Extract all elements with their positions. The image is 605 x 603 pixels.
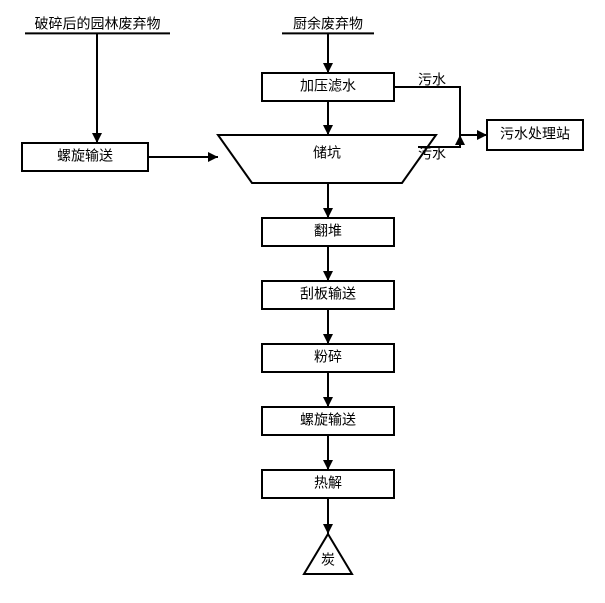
node-crush-label: 粉碎	[314, 350, 342, 366]
node-char-label: 炭	[321, 553, 335, 569]
node-pit: 储坑	[218, 135, 436, 183]
node-turn: 翻堆	[262, 218, 394, 246]
input-right-label: 厨余废弃物	[293, 16, 363, 33]
arrow-screw1-to-pit	[148, 152, 218, 162]
arrow-filter-to-pit	[323, 101, 333, 135]
node-scrape-label: 刮板输送	[300, 287, 356, 303]
node-screw1: 螺旋输送	[22, 143, 148, 171]
input-left: 破碎后的园林废弃物	[25, 17, 170, 34]
arrow-filter-sewage	[394, 87, 460, 135]
node-screw2-label: 螺旋输送	[300, 413, 356, 429]
node-scrape: 刮板输送	[262, 281, 394, 309]
arrow-turn-to-scrape	[323, 246, 333, 281]
input-left-label: 破碎后的园林废弃物	[35, 17, 161, 33]
arrow-in-left-down	[92, 33, 102, 143]
node-filter-label: 加压滤水	[300, 79, 356, 95]
node-char: 炭	[304, 534, 352, 574]
arrow-crush-to-screw2	[323, 372, 333, 407]
node-pit-label: 储坑	[313, 146, 341, 162]
arrow-to-treatment	[460, 130, 487, 140]
input-right: 厨余废弃物	[282, 16, 374, 34]
node-filter: 加压滤水	[262, 73, 394, 101]
arrow-scrape-to-crush	[323, 309, 333, 344]
node-crush: 粉碎	[262, 344, 394, 372]
edge-label-sewage1: 污水	[418, 73, 446, 89]
node-screw1-label: 螺旋输送	[57, 149, 113, 165]
arrow-pit-to-turn	[323, 183, 333, 218]
edge-label-sewage2: 污水	[418, 147, 446, 163]
node-treat-label: 污水处理站	[500, 127, 570, 143]
node-screw2: 螺旋输送	[262, 407, 394, 435]
node-pyro: 热解	[262, 470, 394, 498]
arrow-in-right-down	[323, 33, 333, 73]
arrow-screw2-to-pyro	[323, 435, 333, 470]
node-pyro-label: 热解	[314, 476, 342, 492]
arrow-pyro-to-char	[323, 498, 333, 534]
node-treat: 污水处理站	[487, 120, 583, 150]
node-turn-label: 翻堆	[314, 224, 342, 240]
